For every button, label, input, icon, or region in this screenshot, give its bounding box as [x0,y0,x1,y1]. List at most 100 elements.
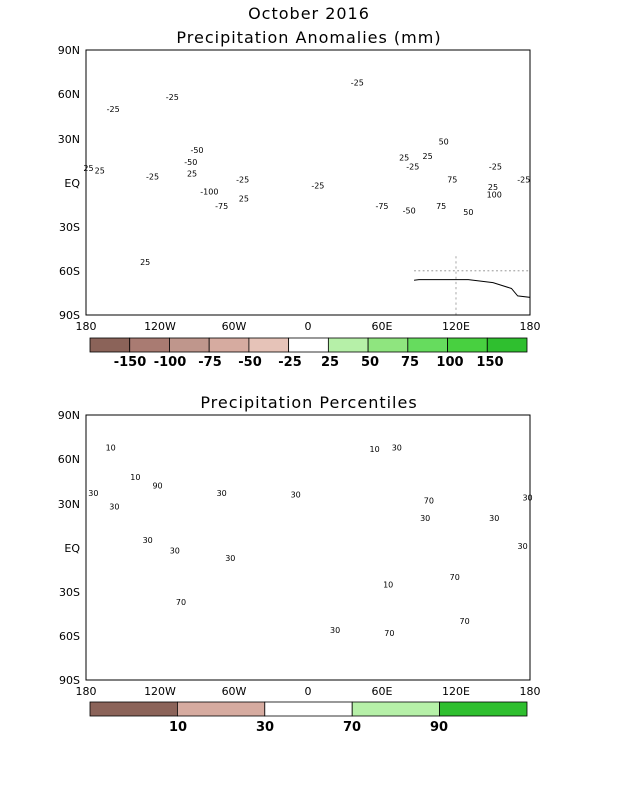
map1-lat-tick: 90S [59,309,80,322]
contour-label: 75 [447,176,457,185]
page-title: October 2016 [248,4,370,23]
map2-lon-tick: 0 [305,685,312,698]
contour-label: -25 [406,162,419,171]
contour-label: 30 [217,489,227,498]
map2-lon-tick: 120W [144,685,176,698]
contour-label-bg [422,496,435,506]
map2-colorbar-swatch [439,701,528,717]
contour-label-bg [485,190,503,200]
contour-label-bg [521,493,534,503]
contour-label-bg [188,146,206,156]
map1-lon-ticks: 180 120W 60W 0 60E 120E 180 [76,320,541,333]
contour-label: 50 [439,137,449,146]
map2-lon-tick: 180 [520,685,541,698]
map2-lat-tick: 90N [58,409,80,422]
contour-label: 30 [170,546,180,555]
contour-label-bg [448,572,461,582]
contour-label-bg [182,157,200,167]
map2-colorbar-swatch [351,701,441,717]
contour-label: 30 [88,489,98,498]
contour-label-bg [382,580,395,590]
map1-frame [85,49,531,316]
map1-lon-tick: 180 [76,320,97,333]
contour-label: -25 [236,176,249,185]
map2-frame-fill [86,415,530,680]
contour-label: 50 [463,208,473,217]
contour-label: 10 [370,445,380,454]
legend-label: 90 [430,720,448,735]
legend-label: 10 [169,720,187,735]
legend-label: -25 [278,355,302,370]
map1-colorbar-swatch [208,337,250,353]
contour-label-bg [421,152,434,161]
legend-label: 25 [321,355,339,370]
contour-label-bg [400,206,418,216]
contour-label-bg [108,502,121,512]
contour-label: 30 [109,502,119,511]
contour-label: 70 [384,629,394,638]
map1-lat-tick: 60S [59,265,80,278]
contour-label-bg [198,187,221,197]
legend-label: 75 [401,355,419,370]
contour-label: -25 [351,78,364,87]
contour-label: 25 [423,152,433,161]
contour-label-bg [168,546,181,556]
contour-label-bg [129,472,142,482]
legend-label: 30 [256,720,274,735]
map2-lat-tick: 90S [59,674,80,687]
contour-label: 10 [383,580,393,589]
anomaly-map: -25-25-25-25-50-502525-100-75-252525-25-… [58,44,541,370]
contour-label: -25 [107,105,120,114]
map1-lon-tick: 120E [442,320,470,333]
map2-title: Precipitation Percentiles [200,393,418,412]
contour-label-bg [390,443,403,453]
contour-label: 10 [106,443,116,452]
map1-lon-tick: 120W [144,320,176,333]
map1-lat-tick: 60N [58,88,80,101]
contour-label: 25 [239,195,249,204]
contour-label-bg [419,514,432,524]
map1-lon-tick: 180 [520,320,541,333]
contour-label-bg [348,78,366,88]
contour-label-bg [87,489,100,499]
map2-colorbar-swatch [176,701,266,717]
contour-label-bg [309,181,327,191]
contour-label-bg [329,625,342,635]
map1-colorbar-swatch [327,337,369,353]
map2-colorbar-swatch [89,701,178,717]
legend-label: 70 [343,720,361,735]
map1-colorbar-swatch [447,337,488,353]
contour-label-bg [487,182,499,192]
legend-label: -75 [198,355,222,370]
contour-label-bg [515,175,533,185]
contour-label-bg [104,443,117,453]
contour-label-bg [213,202,231,212]
contour-label: -50 [184,158,197,167]
contour-label-bg [488,514,501,524]
map2-colorbar-swatch [264,701,353,717]
contour-label-bg [462,207,475,217]
map1-colorbar-swatch [89,337,131,353]
contour-label: 30 [143,536,153,545]
map1-colorbar-swatch [169,337,210,353]
map1-colorbar [89,337,528,353]
contour-label: -25 [146,173,159,182]
contour-label-bg [368,444,381,454]
map1-colorbar-swatch [129,337,170,353]
contour-label: 100 [487,190,502,199]
map1-lon-tick: 0 [305,320,312,333]
contour-label: -25 [517,176,530,185]
map1-lon-tick: 60E [372,320,393,333]
contour-label-bg [141,536,154,546]
map1-colorbar-labels: -150 -100 -75 -50 -25 25 50 75 100 150 [114,355,504,370]
map1-lat-tick: 30S [59,221,80,234]
legend-label: 50 [361,355,379,370]
contour-label: 70 [424,496,434,505]
map1-frame-fill [86,50,530,315]
legend-label: -100 [154,355,187,370]
contour-label: -25 [166,93,179,102]
contour-label: -25 [92,167,105,176]
contour-label-bg [224,553,237,563]
map2-lon-tick: 60E [372,685,393,698]
contour-label-bg [237,194,250,204]
